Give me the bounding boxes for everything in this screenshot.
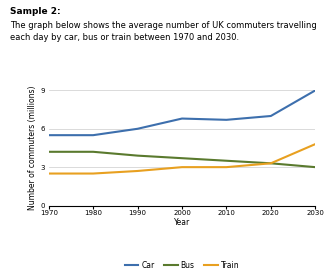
- Legend: Car, Bus, Train: Car, Bus, Train: [122, 258, 242, 273]
- Y-axis label: Number of commuters (millions): Number of commuters (millions): [28, 86, 37, 210]
- X-axis label: Year: Year: [174, 218, 190, 227]
- Text: Sample 2:: Sample 2:: [10, 7, 60, 16]
- Text: The graph below shows the average number of UK commuters travelling
each day by : The graph below shows the average number…: [10, 21, 317, 42]
